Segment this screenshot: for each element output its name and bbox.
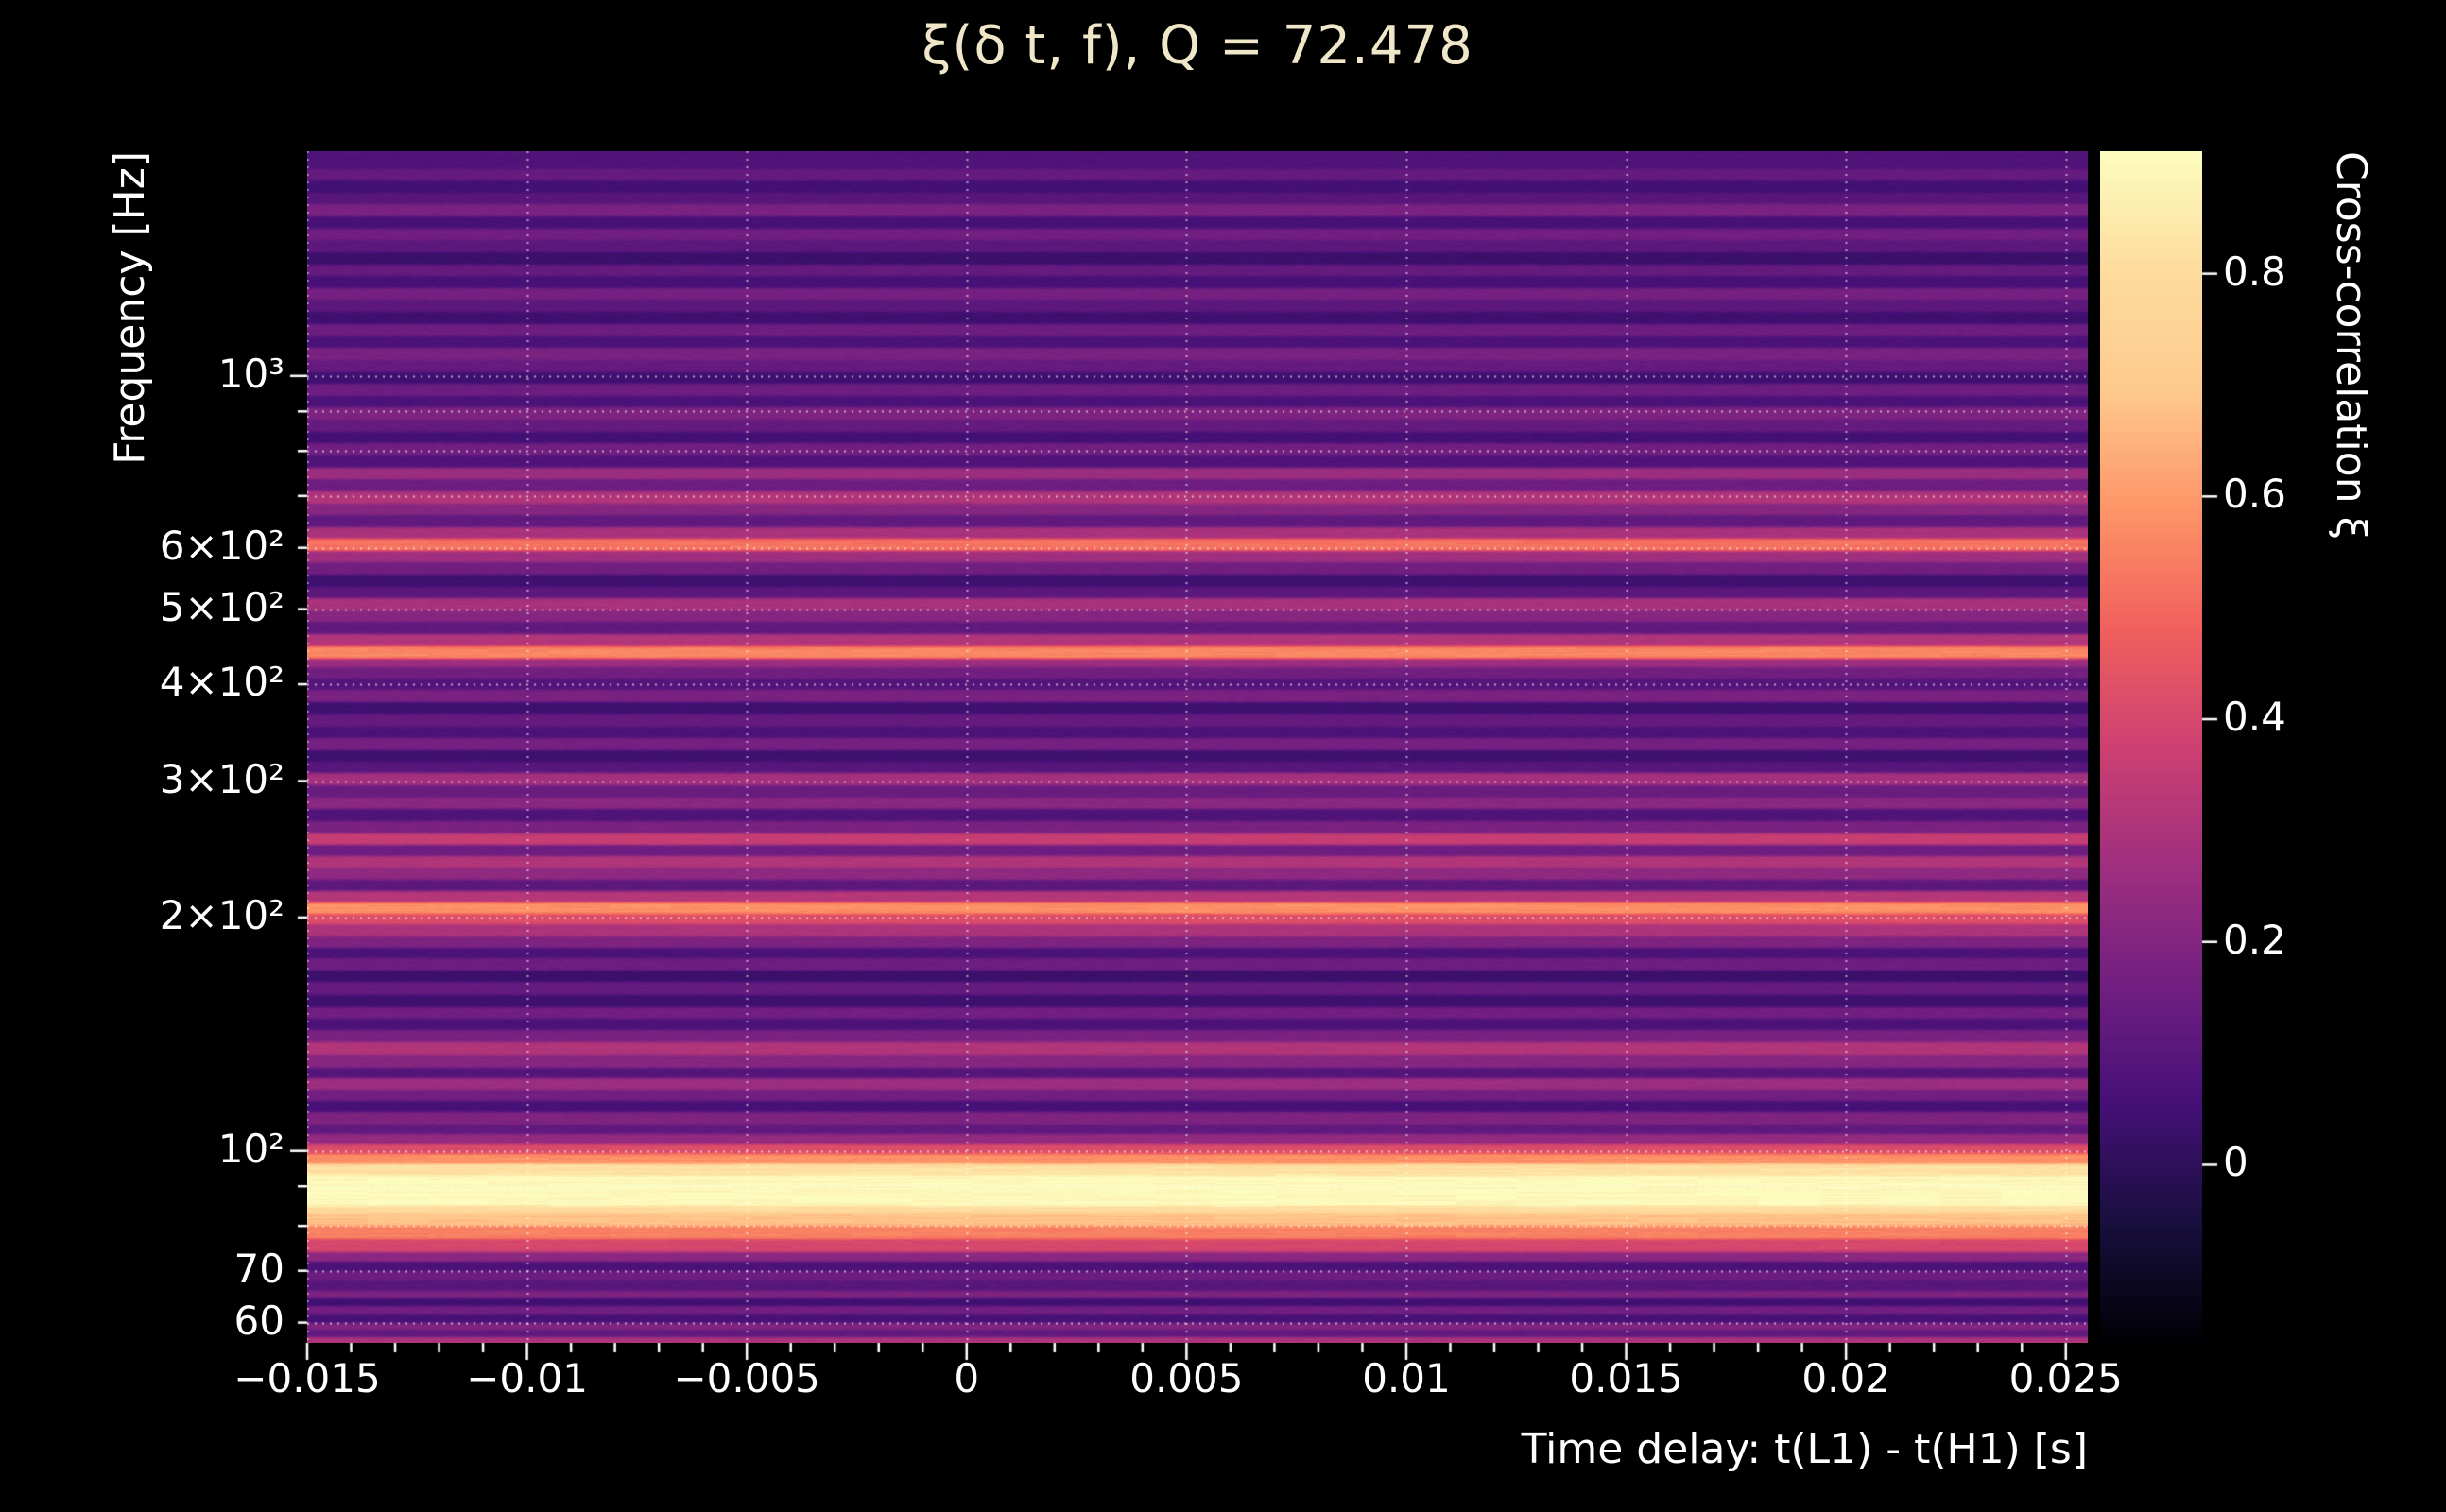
x-tick-label: 0.01 (1362, 1355, 1451, 1401)
y-tick-label: 60 (233, 1297, 284, 1344)
y-tick-label: 10² (217, 1125, 284, 1172)
y-tick-label: 3×10² (159, 755, 284, 802)
x-axis-label: Time delay: t(L1) - t(H1) [s] (1521, 1425, 2088, 1473)
colorbar-tick-label: 0.2 (2223, 916, 2286, 963)
y-tick-label: 4×10² (159, 659, 284, 706)
y-tick-label: 70 (233, 1245, 284, 1292)
x-tick-label: 0.005 (1129, 1355, 1244, 1401)
y-tick-label: 2×10² (159, 891, 284, 938)
x-tick-label: −0.005 (673, 1355, 820, 1401)
colorbar-label-container: Cross-correlation ξ (2327, 151, 2384, 1343)
colorbar-tick-label: 0.6 (2223, 471, 2286, 518)
x-tick-label: −0.015 (233, 1355, 381, 1401)
y-axis-tick-labels: 10³ 6×10² 5×10² 4×10² 3×10² 2×10² 10² 70 60 (0, 0, 284, 1512)
x-tick-label: 0 (954, 1355, 980, 1401)
x-tick-label: 0.015 (1569, 1355, 1683, 1401)
y-tick-label: 5×10² (159, 583, 284, 630)
colorbar-tick-label: 0.4 (2223, 694, 2286, 741)
colorbar-tick-label: 0 (2223, 1139, 2248, 1186)
y-tick-label: 10³ (217, 350, 284, 397)
y-tick-label: 6×10² (159, 522, 284, 569)
x-tick-label: 0.025 (2008, 1355, 2123, 1401)
colorbar-tick-label: 0.8 (2223, 248, 2286, 295)
x-tick-label: 0.02 (1801, 1355, 1890, 1401)
colorbar-label: Cross-correlation ξ (2327, 151, 2375, 541)
x-tick-label: −0.01 (466, 1355, 588, 1401)
